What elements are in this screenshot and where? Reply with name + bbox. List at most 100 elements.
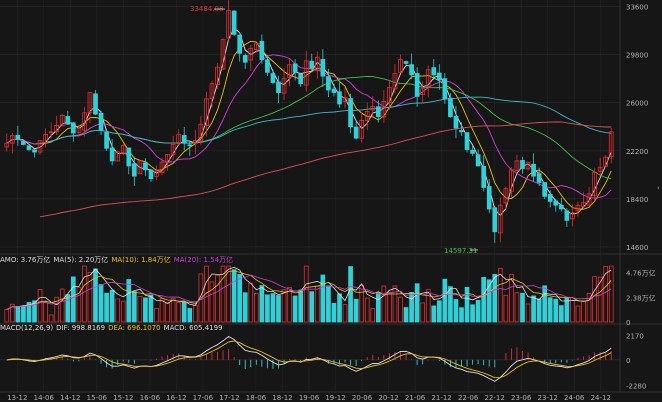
volume-bars [4, 265, 614, 323]
candle-body [104, 131, 109, 149]
volume-bar [115, 298, 121, 323]
candle-body [120, 145, 126, 155]
volume-bar [420, 302, 426, 323]
low-price-label: 14597.31 [444, 247, 477, 255]
price-tick-label: 33600 [626, 4, 648, 12]
volume-bar [481, 277, 487, 323]
volume-bar [48, 314, 54, 323]
volume-bar [159, 298, 165, 323]
volume-bar [558, 305, 564, 323]
candle-body [575, 204, 581, 212]
candle-body [603, 156, 609, 167]
volume-bar [148, 294, 154, 323]
price-tick-label: 18400 [626, 196, 648, 204]
volume-bar [425, 289, 431, 323]
candle-body [392, 73, 398, 90]
candle-body [276, 81, 281, 93]
candle-body [570, 212, 575, 220]
volume-bar [547, 297, 553, 323]
candle-body [87, 92, 93, 114]
volume-bar [497, 268, 503, 323]
candle-body [309, 60, 315, 69]
ma120-line [39, 96, 612, 144]
volume-tick-label: 2.38万亿 [626, 293, 656, 302]
candle-body [154, 170, 159, 177]
candle-body [192, 140, 198, 144]
candle-body [337, 91, 342, 105]
volume-bar [414, 283, 420, 323]
candle-body [165, 154, 170, 163]
candle-body [558, 204, 564, 210]
volume-bar [503, 295, 509, 323]
candle-body [181, 135, 187, 144]
volume-bar [586, 292, 592, 323]
candle-body [176, 133, 182, 144]
candle-body [436, 72, 442, 81]
volume-bar [231, 269, 237, 323]
candle-body [547, 194, 553, 202]
candlestick-series [4, 0, 614, 243]
candle-body [170, 144, 176, 155]
candle-body [292, 63, 298, 73]
candle-body [470, 149, 475, 154]
candle-body [592, 171, 597, 196]
axis-toggle-icon: ‹ [657, 184, 660, 192]
candle-body [536, 173, 542, 183]
candle-body [226, 9, 231, 39]
volume-tick-label: 0 [626, 319, 630, 327]
time-tick-label: 19-06 [299, 394, 320, 402]
candle-body [364, 111, 370, 122]
candle-body [143, 162, 148, 171]
volume-bar [337, 293, 342, 323]
candle-body [520, 160, 525, 169]
candle-body [503, 188, 509, 204]
volume-ma20-line [6, 274, 612, 310]
candle-body [76, 127, 82, 133]
volume-bar [564, 297, 570, 323]
candle-body [54, 125, 60, 132]
candle-body [259, 40, 265, 61]
ma10-line [6, 40, 612, 210]
candle-body [375, 106, 381, 118]
macd-tick-label: -2280 [626, 382, 646, 390]
time-tick-label: 23-12 [538, 394, 558, 402]
candle-body [281, 78, 287, 94]
volume-ma10-line [6, 270, 612, 310]
candle-body [48, 131, 54, 134]
candle-body [137, 160, 143, 175]
price-annotations: 33484.08 14597.31 [190, 5, 478, 255]
vol-legend-ma20: MA(20): 1.54万亿 [173, 256, 234, 264]
volume-bar [353, 298, 359, 323]
candle-body [43, 133, 48, 144]
candle-body [453, 115, 459, 129]
macd-legend-dea: DEA: 696.1070 [108, 324, 161, 332]
volume-bar [542, 285, 548, 323]
volume-tick-label: 4.76万亿 [626, 269, 656, 278]
candle-body [542, 182, 548, 197]
candle-body [387, 87, 392, 104]
time-tick-label: 16-12 [166, 394, 186, 402]
time-tick-label: 13-12 [7, 394, 27, 402]
macd-legend-value: MACD: 605.4199 [163, 324, 223, 332]
candle-body [531, 163, 536, 177]
candle-body [497, 204, 503, 234]
volume-bar [464, 286, 470, 323]
volume-bar [87, 271, 93, 323]
volume-bar [370, 308, 376, 323]
volume-bar [176, 302, 182, 323]
ma250-line [39, 121, 612, 218]
volume-bar [259, 285, 265, 323]
macd-legend-dif: DIF: 998.8169 [56, 324, 106, 332]
volume-bar [292, 295, 298, 323]
volume-bar [597, 276, 603, 323]
volume-bar [126, 279, 132, 323]
volume-bar [514, 292, 520, 323]
volume-bar [198, 273, 204, 323]
volume-bar [348, 266, 353, 323]
volume-bar [553, 298, 559, 323]
volume-bar [204, 265, 209, 323]
candle-body [21, 140, 26, 145]
time-tick-label: 15-12 [113, 394, 133, 402]
vol-legend-amo: AMO: 3.76万亿 [0, 256, 51, 264]
time-tick-label: 20-12 [378, 394, 398, 402]
